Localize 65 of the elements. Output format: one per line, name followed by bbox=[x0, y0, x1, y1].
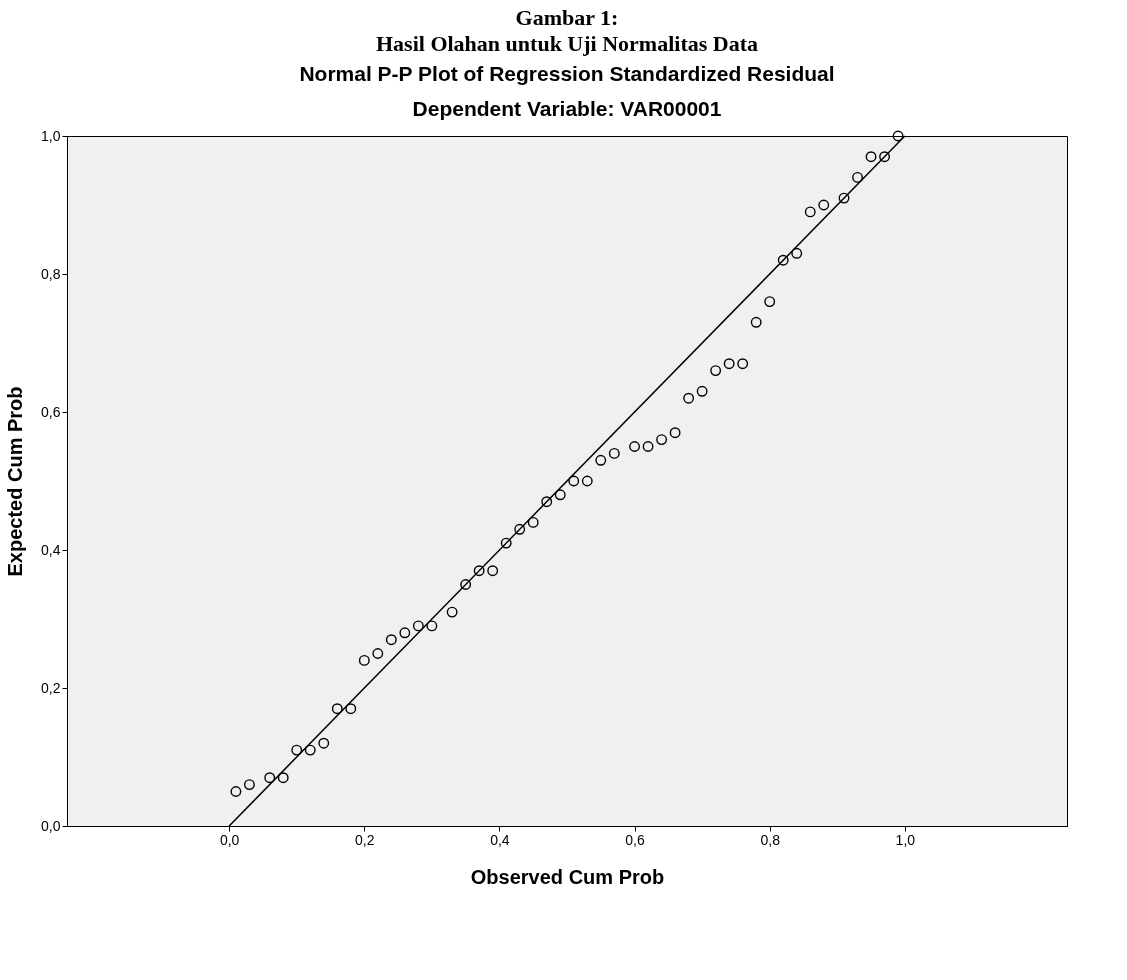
point bbox=[838, 192, 850, 204]
point bbox=[581, 475, 593, 487]
point bbox=[554, 489, 566, 501]
point bbox=[318, 737, 330, 749]
point bbox=[791, 247, 803, 259]
y-tick-label: 0,6 bbox=[41, 403, 61, 420]
point bbox=[750, 316, 762, 328]
point bbox=[372, 648, 384, 659]
point bbox=[399, 627, 411, 639]
x-tick-label: 0,6 bbox=[625, 831, 646, 848]
point bbox=[608, 447, 620, 459]
chart-title: Normal P-P Plot of Regression Standardized Residual bbox=[299, 62, 835, 86]
point bbox=[595, 454, 607, 466]
point bbox=[568, 475, 580, 487]
point bbox=[230, 786, 242, 797]
y-tick-label: 0,8 bbox=[41, 265, 61, 282]
x-tick-label: 0,4 bbox=[490, 831, 510, 848]
point bbox=[764, 296, 776, 308]
point bbox=[818, 199, 830, 211]
x-tick-label: 0,0 bbox=[219, 831, 240, 848]
point bbox=[737, 358, 749, 370]
point bbox=[291, 744, 303, 756]
point bbox=[426, 620, 438, 632]
x-tick-label: 1,0 bbox=[895, 831, 916, 848]
point bbox=[879, 151, 891, 163]
point bbox=[331, 703, 343, 715]
point bbox=[514, 523, 526, 535]
point bbox=[656, 434, 668, 446]
point bbox=[345, 703, 357, 715]
point bbox=[696, 385, 708, 397]
point bbox=[487, 565, 499, 577]
point bbox=[412, 620, 424, 632]
point bbox=[473, 565, 485, 577]
chart-subtitle: Dependent Variable: VAR00001 bbox=[412, 97, 722, 121]
point bbox=[804, 206, 816, 218]
x-axis-title: Observed Cum Prob bbox=[470, 865, 665, 888]
x-tick-label: 0,2 bbox=[355, 831, 375, 848]
point bbox=[683, 392, 695, 404]
x-tick-label: 0,8 bbox=[760, 831, 781, 848]
text: Hasil Olahan untuk Uji Normalitas Data bbox=[376, 31, 758, 56]
point bbox=[629, 441, 641, 452]
y-tick-label: 1,0 bbox=[41, 127, 61, 144]
point bbox=[710, 365, 722, 377]
point bbox=[460, 579, 472, 590]
point bbox=[527, 516, 539, 528]
point bbox=[385, 634, 397, 646]
point bbox=[264, 772, 276, 784]
point bbox=[277, 772, 289, 784]
y-tick-label: 0,4 bbox=[41, 541, 61, 558]
point bbox=[304, 744, 316, 756]
point bbox=[669, 427, 681, 439]
point bbox=[852, 171, 863, 183]
y-tick-label: 0,0 bbox=[41, 817, 61, 834]
point bbox=[865, 151, 877, 163]
point bbox=[358, 654, 370, 666]
y-tick-label: 0,2 bbox=[41, 679, 61, 696]
point bbox=[243, 779, 255, 791]
y-axis-title: Expected Cum Prob bbox=[4, 386, 27, 577]
point bbox=[777, 254, 789, 266]
point bbox=[723, 358, 735, 370]
text: Gambar 1: bbox=[515, 5, 619, 30]
point bbox=[500, 537, 512, 549]
point bbox=[642, 441, 654, 452]
point bbox=[541, 496, 553, 508]
point bbox=[446, 606, 458, 618]
